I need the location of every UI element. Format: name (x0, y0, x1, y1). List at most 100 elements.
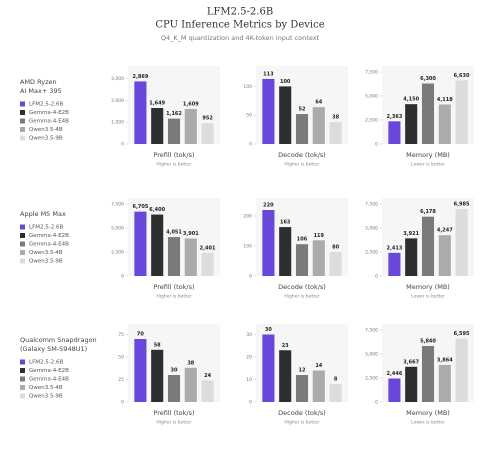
bar (295, 375, 309, 402)
x-axis-label: Decode (tok/s) (278, 151, 326, 159)
bar (279, 350, 292, 402)
value-label: 1,649 (149, 101, 165, 107)
y-tick-label: 5,000 (365, 94, 378, 100)
x-axis-sublabel: Higher is better (284, 162, 319, 168)
legend-swatch (20, 385, 25, 390)
bar (312, 370, 325, 402)
bar (388, 252, 401, 276)
device-label: (Galaxy SM-S948U1) (20, 345, 87, 353)
bar (295, 114, 309, 144)
y-tick-label: 7,500 (365, 70, 378, 76)
y-tick-label: 50 (118, 355, 124, 361)
legend-label: Qwen3.5-4B (29, 250, 63, 256)
bar (201, 123, 214, 144)
legend-swatch (20, 241, 25, 247)
legend-swatch (20, 376, 25, 382)
value-label: 38 (187, 360, 194, 366)
value-label: 80 (332, 245, 339, 251)
value-label: 2,869 (132, 74, 148, 80)
value-label: 12 (299, 368, 306, 374)
subtitle: CPU Inference Metrics by Device (155, 20, 324, 31)
bar (184, 367, 197, 402)
value-label: 58 (154, 342, 161, 348)
x-axis-sublabel: Lower is better (411, 294, 445, 300)
bar (421, 345, 435, 402)
value-label: 6,705 (132, 204, 148, 210)
value-label: 23 (282, 343, 289, 349)
value-label: 2,401 (200, 245, 216, 251)
legend-swatch (20, 233, 25, 238)
y-tick-label: 5,000 (365, 352, 378, 358)
bar (167, 237, 181, 276)
bar (279, 227, 292, 276)
legend-label: Qwen3.5-4B (29, 127, 63, 133)
x-axis-sublabel: Higher is better (156, 162, 191, 168)
y-tick-label: 2,500 (111, 250, 124, 256)
bar (421, 216, 435, 276)
y-tick-label: 0 (249, 400, 252, 406)
y-tick-label: 3,000 (111, 76, 124, 82)
value-label: 24 (204, 373, 211, 379)
y-tick-label: 2,500 (365, 250, 378, 256)
value-label: 64 (315, 100, 322, 106)
y-tick-label: 0 (121, 274, 124, 280)
bar (151, 349, 164, 402)
legend-label: Qwen3.5-9B (29, 259, 63, 265)
y-tick-label: 5,000 (111, 226, 124, 232)
value-label: 6,595 (454, 331, 470, 337)
bar (421, 83, 435, 144)
value-label: 8 (334, 377, 338, 383)
x-axis-sublabel: Higher is better (156, 420, 191, 426)
legend-label: LFM2.5-2.6B (29, 102, 63, 108)
x-axis-label: Decode (tok/s) (278, 409, 326, 417)
y-tick-label: 100 (243, 244, 252, 250)
y-tick-label: 200 (243, 214, 252, 220)
device-label: Qualcomm Snapdragon (20, 336, 97, 344)
value-label: 119 (314, 233, 325, 239)
legend-label: LFM2.5-2.6B (29, 360, 63, 366)
y-tick-label: 10 (246, 377, 252, 383)
legend-label: Gemma-4-E4B (29, 242, 69, 248)
bar (184, 108, 197, 144)
value-label: 4,051 (166, 230, 182, 236)
bar (279, 86, 292, 144)
value-label: 3,901 (183, 231, 199, 237)
legend-swatch (20, 224, 25, 230)
legend-label: Qwen3.5-9B (29, 136, 63, 142)
y-tick-label: 5,000 (365, 226, 378, 232)
bar (438, 104, 451, 144)
bar (388, 378, 401, 402)
x-axis-sublabel: Higher is better (156, 294, 191, 300)
y-tick-label: 0 (121, 142, 124, 148)
legend-swatch (20, 250, 25, 255)
value-label: 5,840 (420, 338, 436, 344)
bar (405, 104, 418, 144)
x-axis-label: Memory (MB) (406, 283, 450, 291)
bar (405, 238, 418, 276)
legend-swatch (20, 368, 25, 373)
legend-label: Qwen3.5-9B (29, 394, 63, 400)
bar (262, 334, 275, 402)
y-tick-label: 20 (246, 355, 252, 361)
value-label: 6,300 (420, 76, 436, 82)
legend-label: Qwen3.5-4B (29, 385, 63, 391)
y-tick-label: 1,000 (111, 120, 124, 126)
x-axis-label: Prefill (tok/s) (153, 283, 194, 291)
bar (134, 339, 147, 402)
y-tick-label: 0 (121, 400, 124, 406)
bar (262, 210, 275, 276)
x-axis-sublabel: Lower is better (411, 162, 445, 168)
legend-swatch (20, 359, 25, 365)
x-axis-sublabel: Higher is better (284, 420, 319, 426)
bar (201, 380, 214, 402)
y-tick-label: 0 (375, 400, 378, 406)
bar (455, 208, 468, 276)
bar (329, 384, 342, 402)
value-label: 6,985 (454, 201, 470, 207)
value-label: 70 (137, 332, 144, 338)
value-label: 100 (280, 79, 291, 85)
bar (184, 238, 197, 276)
bar (438, 235, 451, 276)
legend-swatch (20, 118, 25, 124)
legend-label: Gemma-4-E4B (29, 377, 69, 383)
